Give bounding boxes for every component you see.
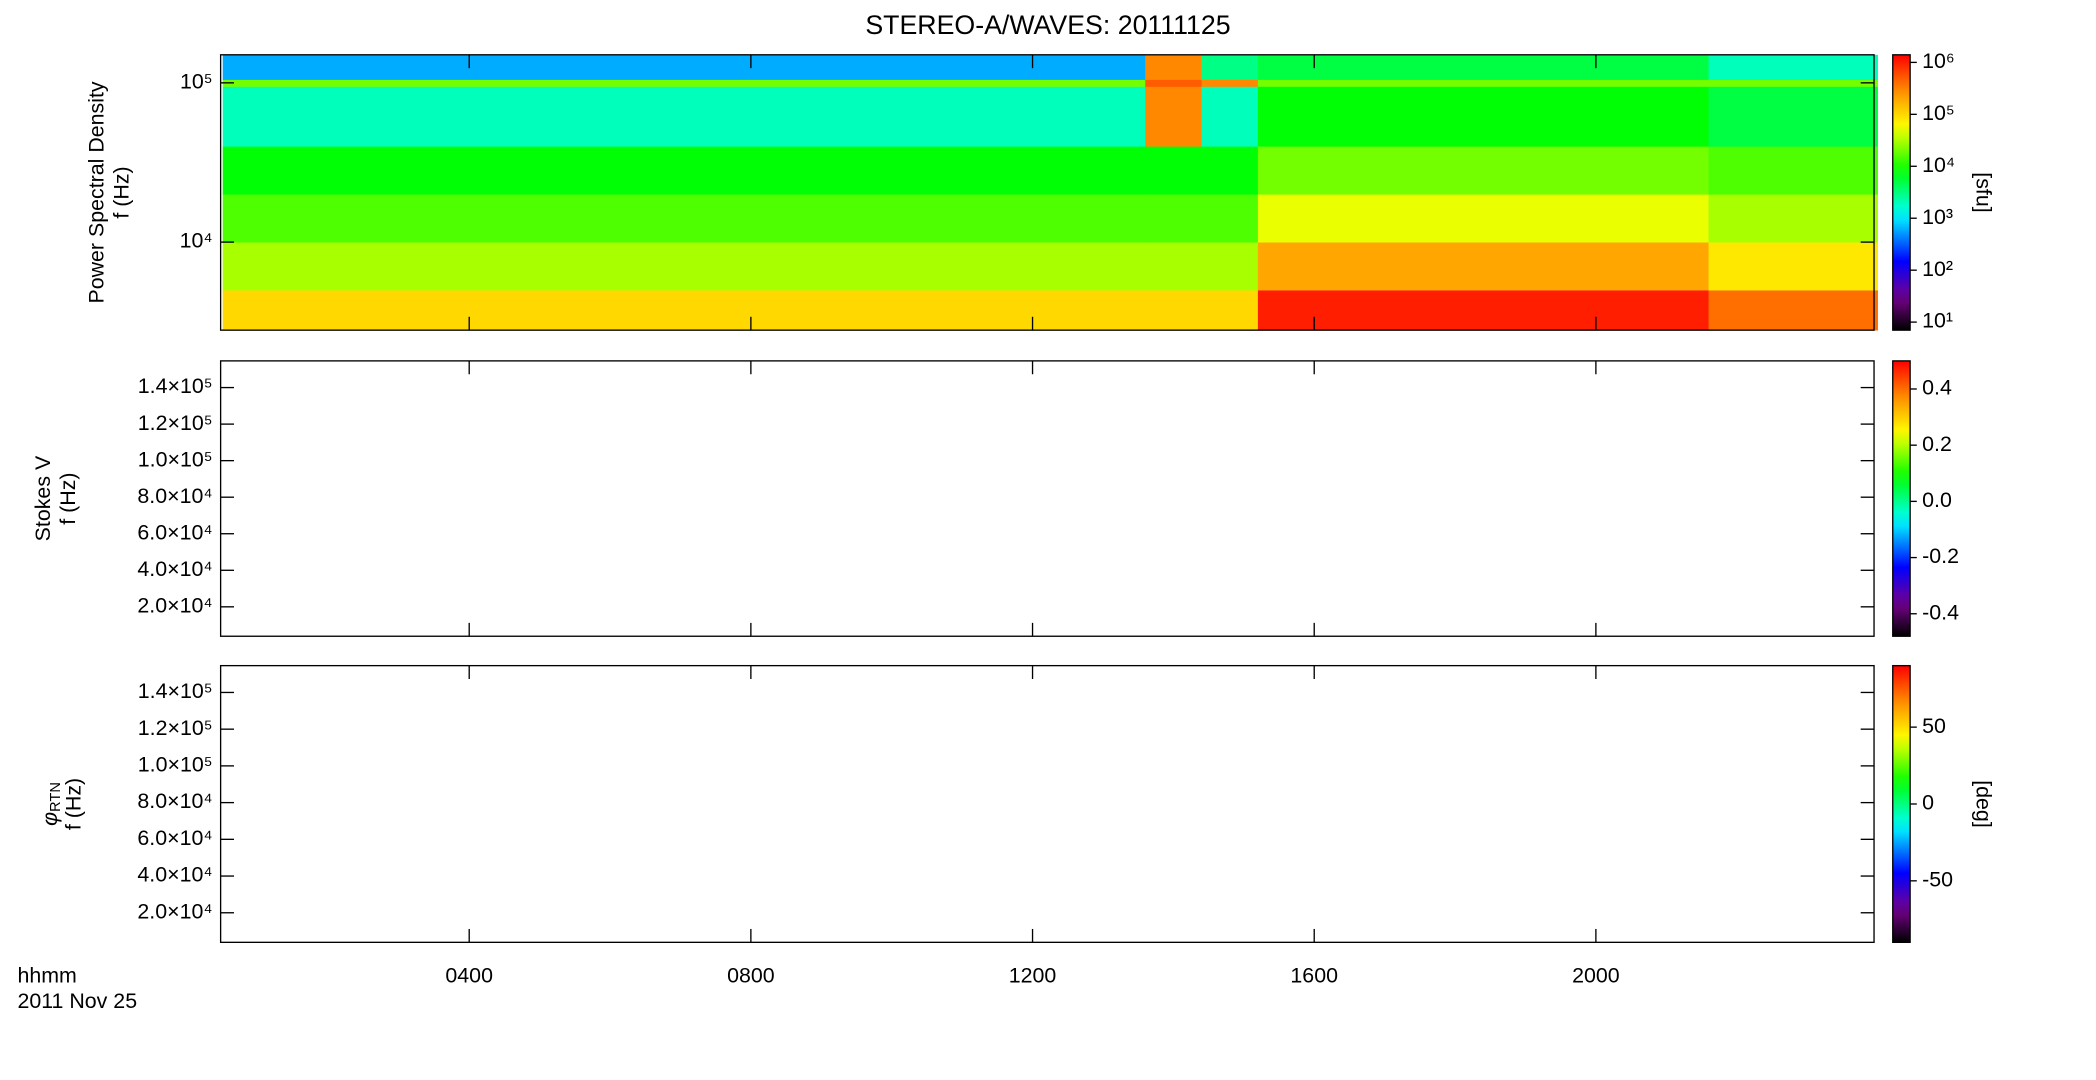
heatmap-cell <box>1201 146 1259 195</box>
colorbar <box>1892 360 1911 637</box>
heatmap-cell <box>1257 242 1709 291</box>
x-tick-label: 1200 <box>1009 964 1057 988</box>
colorbar-tick-label: 0 <box>1922 791 1934 815</box>
heatmap-cell <box>1201 242 1259 291</box>
y-axis-label: Stokes V <box>31 455 55 541</box>
y-tick-label: 1.4×10⁵ <box>138 679 213 703</box>
heatmap-cell <box>1708 146 1878 195</box>
colorbar <box>1892 664 1911 943</box>
y-axis-unit: f (Hz) <box>110 166 134 218</box>
heatmap-cell <box>222 146 1146 195</box>
y-axis-symbol: φ <box>38 812 62 826</box>
colorbar-tick-label: 0.4 <box>1922 376 1952 400</box>
y-tick-label: 2.0×10⁴ <box>137 593 212 617</box>
y-tick-label: 2.0×10⁴ <box>137 899 212 923</box>
heatmap-cell <box>1257 194 1709 243</box>
heatmap-cell <box>1257 79 1709 87</box>
heatmap-cell <box>222 242 1146 291</box>
heatmap-cell <box>1257 290 1709 331</box>
y-tick-label: 10⁵ <box>180 69 213 93</box>
heatmap-cell <box>1257 146 1709 195</box>
heatmap-cell <box>1201 79 1259 87</box>
x-tick-label: 0400 <box>445 964 493 988</box>
heatmap-cell <box>1257 86 1709 147</box>
heatmap-cell <box>1708 79 1878 87</box>
heatmap-cell <box>1708 86 1878 147</box>
x-tick-label: 0800 <box>727 964 775 988</box>
colorbar-tick-label: 0.0 <box>1922 488 1952 512</box>
colorbar-tick-label: 0.2 <box>1922 432 1952 456</box>
heatmap-cell <box>1145 194 1202 243</box>
heatmap-cell <box>1201 290 1259 331</box>
colorbar-tick-label: -50 <box>1922 867 1953 891</box>
y-axis-unit: f (Hz) <box>56 472 80 524</box>
colorbar-tick-label: -0.4 <box>1922 600 1959 624</box>
y-axis-subscript: RTN <box>48 782 64 812</box>
y-tick-label: 1.2×10⁵ <box>138 411 213 435</box>
heatmap-cell <box>1145 242 1202 291</box>
chart-title: STEREO-A/WAVES: 20111125 <box>865 10 1230 40</box>
plot-frame <box>219 54 1875 331</box>
heatmap-cell <box>1145 290 1202 331</box>
heatmap-cell <box>1257 54 1709 80</box>
y-tick-label: 4.0×10⁴ <box>137 863 212 887</box>
heatmap-cell <box>222 86 1146 147</box>
y-tick-label: 4.0×10⁴ <box>137 557 212 581</box>
heatmap-cell <box>1708 290 1878 331</box>
plot-frame <box>219 664 1875 943</box>
y-tick-label: 1.0×10⁵ <box>138 753 213 777</box>
y-tick-label: 6.0×10⁴ <box>137 826 212 850</box>
heatmap-cell <box>1708 194 1878 243</box>
heatmap-cell <box>1201 54 1259 80</box>
heatmap-cell <box>1708 54 1878 80</box>
colorbar-tick-label: 10² <box>1922 257 1953 281</box>
colorbar <box>1892 54 1911 331</box>
y-tick-label: 6.0×10⁴ <box>137 520 212 544</box>
colorbar-tick-label: -0.2 <box>1922 544 1959 568</box>
x-tick-label: 2000 <box>1572 964 1620 988</box>
heatmap-cell <box>1145 146 1202 195</box>
colorbar-tick-label: 10⁵ <box>1922 101 1955 125</box>
y-axis-label: φRTN <box>38 782 65 826</box>
heatmap-cell <box>1145 79 1202 87</box>
heatmap-cell <box>222 54 1146 80</box>
colorbar-tick-label: 10³ <box>1922 205 1953 229</box>
heatmap-cell <box>1708 242 1878 291</box>
y-axis-unit: f (Hz) <box>62 778 86 830</box>
colorbar-tick-label: 10⁶ <box>1922 49 1955 73</box>
y-axis-label: Power Spectral Density <box>84 81 108 303</box>
heatmap-cell <box>1145 54 1202 80</box>
colorbar-tick-label: 10⁴ <box>1922 153 1955 177</box>
heatmap-cell <box>1201 86 1259 147</box>
x-tick-label: 1600 <box>1290 964 1338 988</box>
heatmap-cell <box>222 79 1146 87</box>
colorbar-label: [deg] <box>1972 780 1996 828</box>
plot-frame <box>219 360 1875 637</box>
colorbar-tick-label: 50 <box>1922 714 1946 738</box>
y-tick-label: 1.0×10⁵ <box>138 447 213 471</box>
colorbar-tick-label: 10¹ <box>1922 309 1953 333</box>
x-axis-sublabel: 2011 Nov 25 <box>17 989 137 1013</box>
heatmap-cell <box>1201 194 1259 243</box>
colorbar-label: [sfu] <box>1972 172 1996 212</box>
heatmap-cell <box>1145 86 1202 147</box>
y-tick-label: 1.4×10⁵ <box>138 374 213 398</box>
heatmap-cell <box>222 194 1146 243</box>
y-tick-label: 8.0×10⁴ <box>137 789 212 813</box>
y-tick-label: 8.0×10⁴ <box>137 484 212 508</box>
y-tick-label: 1.2×10⁵ <box>138 716 213 740</box>
x-axis-label: hhmm <box>17 964 76 988</box>
heatmap-cell <box>222 290 1146 331</box>
y-tick-label: 10⁴ <box>180 229 213 253</box>
